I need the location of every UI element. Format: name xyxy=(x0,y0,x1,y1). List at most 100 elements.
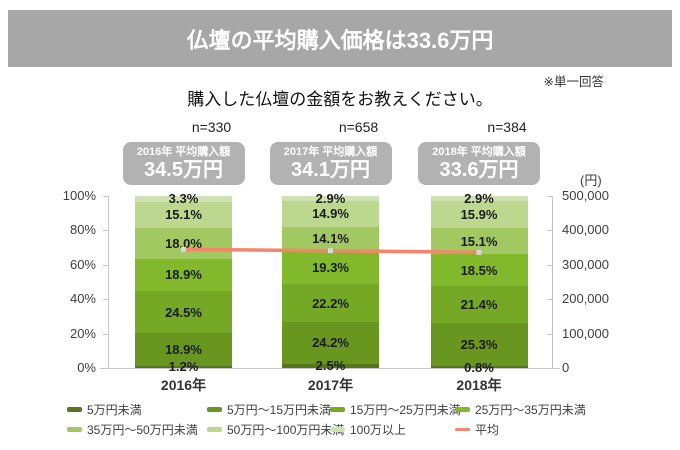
bar-segment: 18.5% xyxy=(430,254,528,287)
average-price-box-title: 2018年 平均購入額 xyxy=(432,146,526,159)
legend-label: 35万円〜50万円未満 xyxy=(87,422,198,437)
average-line-marker xyxy=(328,248,333,254)
legend-label: 50万円〜100万円未満 xyxy=(227,422,345,437)
bar-segment: 25.3% xyxy=(430,322,528,367)
bar-segment: 14.9% xyxy=(282,200,379,227)
left-axis-tick xyxy=(103,196,108,197)
legend-label: 15万円〜25万円未満 xyxy=(350,402,461,417)
bar-segment-value-label: 22.2% xyxy=(312,295,349,311)
average-price-box-title: 2016年 平均購入額 xyxy=(136,146,231,159)
legend-item: 35万円〜50万円未満 xyxy=(67,422,198,437)
bar-segment-value-label: 25.3% xyxy=(460,337,498,353)
survey-question: 購入した仏壇の金額をお教えください。 xyxy=(187,90,493,109)
legend-color-swatch xyxy=(330,406,345,412)
legend-item: 15万円〜25万円未満 xyxy=(330,402,461,417)
legend-item: 平均 xyxy=(455,422,499,437)
legend-line-swatch xyxy=(455,427,470,431)
stacked-bar: 3.3% 15.1% 18.0% 18.9% 24.5% 18.9% 1.2% xyxy=(135,192,232,373)
left-axis-tick xyxy=(103,264,108,266)
right-axis-tick-label: 300,000 xyxy=(562,256,609,272)
bar-segment-value-label: 2.9% xyxy=(464,191,494,206)
right-axis-unit-label: (円) xyxy=(580,173,602,188)
bar-segment-value-label: 24.2% xyxy=(312,335,349,351)
right-axis-tick xyxy=(547,368,552,369)
legend-label: 25万円〜35万円未満 xyxy=(475,402,586,417)
title-banner: 仏壇の平均購入価格は33.6万円 xyxy=(8,10,672,67)
bar-segment-value-label: 15.1% xyxy=(460,233,498,249)
legend-color-swatch xyxy=(207,426,222,432)
legend-item: 50万円〜100万円未満 xyxy=(207,422,345,437)
bar-segment-value-label: 19.3% xyxy=(312,259,349,275)
legend-item: 100万以上 xyxy=(330,422,407,437)
left-axis-line xyxy=(108,196,109,368)
bar-segment: 15.1% xyxy=(135,201,232,228)
left-axis-tick-label: 40% xyxy=(69,291,96,307)
average-price-box-value: 34.1万円 xyxy=(291,158,370,181)
bar-segment: 18.9% xyxy=(135,333,232,366)
sample-size-label: n=384 xyxy=(487,119,527,135)
legend-color-swatch xyxy=(207,406,222,412)
left-axis-tick-label: 20% xyxy=(69,325,96,341)
bar-segment: 18.9% xyxy=(135,258,232,292)
stacked-bar: 2.9% 14.9% 14.1% 19.3% 22.2% 24.2% 2.5% xyxy=(282,192,379,372)
bar-segment-value-label: 18.5% xyxy=(460,262,498,278)
bar-segment: 1.2% xyxy=(135,360,232,373)
bar-segment-value-label: 18.0% xyxy=(165,235,202,251)
legend-label: 5万円未満 xyxy=(87,402,142,417)
legend-label: 5万円〜15万円未満 xyxy=(227,402,332,417)
right-axis-tick xyxy=(547,264,552,266)
bar-segment: 22.2% xyxy=(282,283,379,323)
sample-size-label: n=330 xyxy=(191,119,232,135)
x-axis-category-label: 2018年 xyxy=(456,377,502,393)
right-axis-tick-label: 500,000 xyxy=(562,188,609,203)
legend-color-swatch xyxy=(455,406,470,412)
page-title: 仏壇の平均購入価格は33.6万円 xyxy=(186,27,494,53)
average-price-box-title: 2017年 平均購入額 xyxy=(283,146,378,159)
sample-size-label: n=658 xyxy=(338,119,379,135)
average-line-layer xyxy=(181,246,482,255)
bar-segment: 21.4% xyxy=(430,286,528,323)
legend-color-swatch xyxy=(67,406,82,412)
bar-segment-value-label: 15.9% xyxy=(460,207,498,223)
left-axis-tick-label: 80% xyxy=(69,222,96,238)
bar-segment: 2.9% xyxy=(430,192,528,205)
bar-segment-value-label: 1.2% xyxy=(168,359,199,375)
right-axis-line xyxy=(552,196,553,368)
bar-segment: 24.2% xyxy=(282,322,379,364)
right-axis-tick-label: 400,000 xyxy=(562,222,609,238)
left-axis-tick xyxy=(103,299,108,301)
left-axis-tick-label: 60% xyxy=(69,256,96,272)
average-price-box-value: 33.6万円 xyxy=(439,158,519,181)
legend-label: 100万以上 xyxy=(350,422,407,437)
bar-segment: 15.9% xyxy=(430,200,528,229)
right-axis-tick xyxy=(547,196,552,197)
bar-segment-value-label: 18.9% xyxy=(165,341,202,357)
left-axis-tick xyxy=(103,333,108,335)
legend-item: 5万円〜15万円未満 xyxy=(207,402,332,417)
answer-type-note: ※単一回答 xyxy=(543,75,604,89)
bar-segment: 14.1% xyxy=(282,226,379,251)
left-axis-tick-label: 0% xyxy=(77,360,96,375)
bar-segment: 2.9% xyxy=(282,192,379,205)
bar-segment-value-label: 2.9% xyxy=(315,191,346,206)
bar-segment: 24.5% xyxy=(135,291,232,334)
legend-item: 25万円〜35万円未満 xyxy=(455,402,586,417)
bar-segment-value-label: 0.8% xyxy=(464,359,494,375)
average-price-box-value: 34.5万円 xyxy=(144,158,223,181)
average-price-box: 2018年 平均購入額 33.6万円 xyxy=(418,142,540,185)
bar-segment-value-label: 2.5% xyxy=(315,358,346,374)
bar-segment-value-label: 3.3% xyxy=(168,191,199,207)
bar-segment-value-label: 15.1% xyxy=(165,207,202,223)
right-axis-tick-label: 200,000 xyxy=(562,291,609,307)
x-axis-line xyxy=(100,368,560,369)
right-axis-tick xyxy=(547,299,552,301)
bar-segment: 0.8% xyxy=(430,361,528,374)
legend-color-swatch xyxy=(330,426,345,432)
bar-segment-value-label: 21.4% xyxy=(460,297,498,312)
legend-color-swatch xyxy=(67,426,82,432)
bar-segment-value-label: 14.9% xyxy=(312,206,349,222)
average-line-marker xyxy=(181,246,186,252)
average-price-box: 2016年 平均購入額 34.5万円 xyxy=(122,142,245,185)
left-axis-tick-label: 100% xyxy=(62,188,96,203)
